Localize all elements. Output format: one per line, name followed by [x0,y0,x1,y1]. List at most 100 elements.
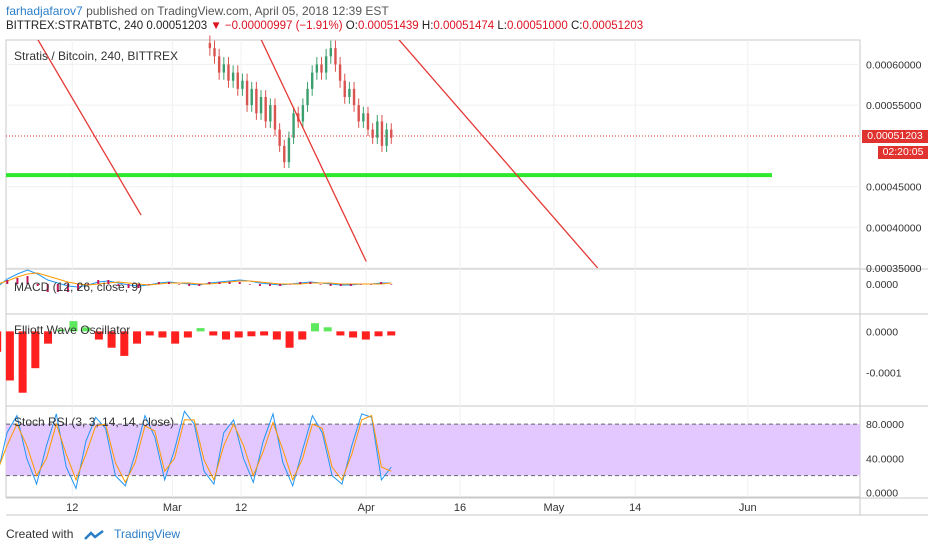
macd-histogram-bar [127,284,130,288]
candle-body [269,105,272,122]
macd-histogram-bar [167,282,170,284]
time-axis-tick: May [543,502,564,514]
candle-body [329,48,332,57]
stoch-pane-title: Stoch RSI (3, 3, 14, 14, close) [14,415,174,429]
macd-histogram-bar [289,284,292,285]
ewo-axis-tick: 0.0000 [866,326,898,338]
macd-histogram-bar [309,282,312,284]
ewo-bar [196,328,205,332]
candle-body [287,137,291,163]
candle-body [208,43,212,49]
ewo-bar [120,331,129,356]
macd-histogram-bar [258,284,261,286]
macd-histogram-bar [248,284,251,285]
author-link[interactable]: farhadjafarov7 [6,4,83,18]
symbol-label: BITTREX:STRATBTC, 240 [6,20,144,32]
macd-series-line [0,272,392,286]
macd-histogram-bar [299,282,302,284]
candle-body [366,113,370,130]
candle-body [390,129,393,138]
ewo-bar [260,331,269,336]
ewo-bar [298,331,307,340]
macd-histogram-bar [380,282,383,284]
candle-body [283,145,286,163]
candle-body [343,80,346,97]
candle-body [255,88,258,114]
candle-body [362,113,365,122]
stoch-axis-tick: 40.0000 [866,453,904,465]
time-axis-tick: 12 [235,502,247,514]
candle-body [245,80,249,106]
ewo-bar [209,331,218,336]
macd-histogram-bar [269,284,272,286]
macd-histogram-bar [349,284,352,286]
stoch-series-line [0,414,392,484]
candle-body [320,64,323,73]
macd-histogram-bar [339,284,342,286]
candle-body [250,88,253,106]
ewo-bar [171,331,180,344]
macd-histogram-bar [107,280,110,284]
stoch-axis-tick: 80.0000 [866,419,904,431]
candle-body [278,129,281,146]
macd-histogram-bar [218,282,221,284]
ewo-bar [336,331,345,336]
time-axis-tick: 14 [629,502,641,514]
tradingview-brand[interactable]: TradingView [114,527,181,541]
candle-body [310,72,314,89]
candle-body [385,129,388,146]
price-pane-title: Stratis / Bitcoin, 240, BITTREX [14,49,178,63]
ewo-bar [107,331,116,348]
high-label: H: [421,20,434,32]
candle-body [371,129,374,138]
countdown-tag: 02:20:05 [878,146,928,159]
low-label: L: [497,20,507,32]
ewo-bar [310,323,319,332]
ewo-bar [272,331,281,340]
ewo-bar [145,331,154,336]
macd-histogram-bar [16,278,19,284]
open-value: 0.00051439 [357,20,419,32]
macd-histogram-bar [157,282,160,284]
ewo-bar [247,331,256,337]
ewo-bar [82,327,91,332]
macd-histogram-bar [228,282,231,284]
trendline [37,40,142,216]
low-value: 0.00051000 [506,20,568,32]
macd-histogram-bar [56,284,59,292]
candle-body [338,64,342,81]
price-axis-tick: 0.00045000 [866,182,922,194]
macd-histogram-bar [279,284,282,286]
macd-histogram-bar [36,284,39,286]
macd-pane-title: MACD (12, 26, close, 9) [14,280,142,294]
ewo-axis-tick: -0.0001 [866,367,902,379]
last-price-tag: 0.00051203 [862,130,928,143]
footer: Created with TradingView [6,527,180,541]
candle-body [241,80,244,89]
open-label: O: [345,20,358,32]
candle-body [217,56,221,73]
ewo-bar [69,321,78,332]
ewo-bar [323,327,332,332]
ewo-bar [234,331,243,338]
candle-body [348,88,351,97]
candle-body [306,88,309,106]
candle-body [227,64,230,81]
trendline [260,40,367,262]
ewo-bar [44,331,53,344]
candle-body [301,105,305,122]
candle-body [264,97,267,122]
macd-histogram-bar [87,284,90,285]
candle-body [380,121,384,146]
candle-body [292,113,295,138]
macd-histogram-bar [188,284,191,286]
macd-histogram-bar [66,284,69,292]
ewo-bar [183,331,192,338]
macd-histogram-bar [390,284,393,285]
candle-body [376,121,379,138]
candle-body [259,97,263,114]
price-axis-tick: 0.00055000 [866,100,922,112]
trendline [398,40,599,268]
macd-histogram-bar [97,280,100,284]
